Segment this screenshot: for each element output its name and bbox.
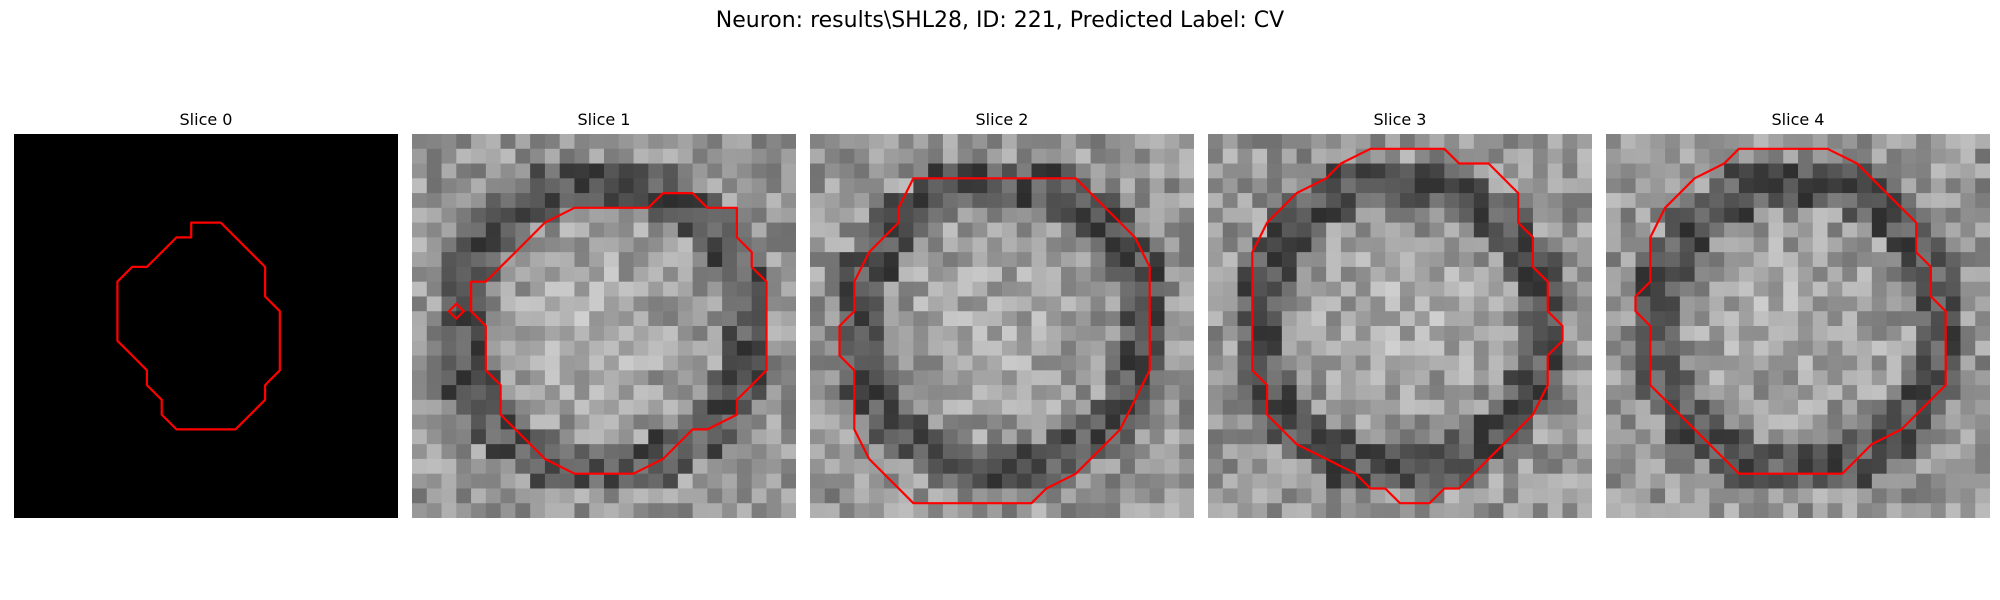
slice-2-title: Slice 2	[975, 110, 1029, 129]
contour-fragment	[447, 302, 466, 321]
figure-title: Neuron: results\SHL28, ID: 221, Predicte…	[715, 8, 1285, 33]
slice-2-canvas	[810, 134, 1194, 518]
slice-1-image	[412, 134, 796, 518]
slice-2-image	[810, 134, 1194, 518]
slice-1-title: Slice 1	[577, 110, 631, 129]
slice-4-image	[1606, 134, 1990, 518]
slice-1-canvas	[412, 134, 796, 518]
neuron-contour	[1634, 147, 1947, 475]
slice-3-title: Slice 3	[1373, 110, 1427, 129]
slice-4-title: Slice 4	[1771, 110, 1825, 129]
slice-3-canvas	[1208, 134, 1592, 518]
neuron-contour	[1251, 147, 1564, 505]
neuron-contour	[838, 177, 1151, 505]
slice-0-canvas	[14, 134, 398, 518]
neuron-contour	[116, 221, 281, 431]
slice-3-image	[1208, 134, 1592, 518]
blank-background	[14, 134, 398, 518]
neuron-contour	[469, 191, 768, 475]
slice-0-image	[14, 134, 398, 518]
slice-4-canvas	[1606, 134, 1990, 518]
slice-0-title: Slice 0	[179, 110, 233, 129]
